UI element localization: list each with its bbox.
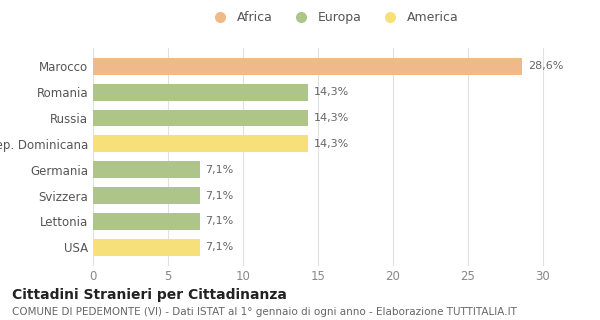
Bar: [93, 110, 308, 126]
Bar: [93, 135, 308, 152]
Text: 14,3%: 14,3%: [314, 139, 349, 149]
Bar: [93, 213, 199, 230]
Text: 14,3%: 14,3%: [314, 87, 349, 97]
Text: 14,3%: 14,3%: [314, 113, 349, 123]
Text: 7,1%: 7,1%: [205, 216, 234, 227]
Text: 7,1%: 7,1%: [205, 242, 234, 252]
Bar: [93, 239, 199, 256]
Text: 28,6%: 28,6%: [528, 61, 563, 71]
Bar: [93, 161, 199, 178]
Bar: [93, 187, 199, 204]
Text: Cittadini Stranieri per Cittadinanza: Cittadini Stranieri per Cittadinanza: [12, 288, 287, 302]
Bar: [93, 58, 522, 75]
Text: 7,1%: 7,1%: [205, 165, 234, 175]
Legend: Africa, Europa, America: Africa, Europa, America: [202, 6, 464, 29]
Text: 7,1%: 7,1%: [205, 191, 234, 201]
Text: COMUNE DI PEDEMONTE (VI) - Dati ISTAT al 1° gennaio di ogni anno - Elaborazione : COMUNE DI PEDEMONTE (VI) - Dati ISTAT al…: [12, 307, 517, 317]
Bar: [93, 84, 308, 100]
